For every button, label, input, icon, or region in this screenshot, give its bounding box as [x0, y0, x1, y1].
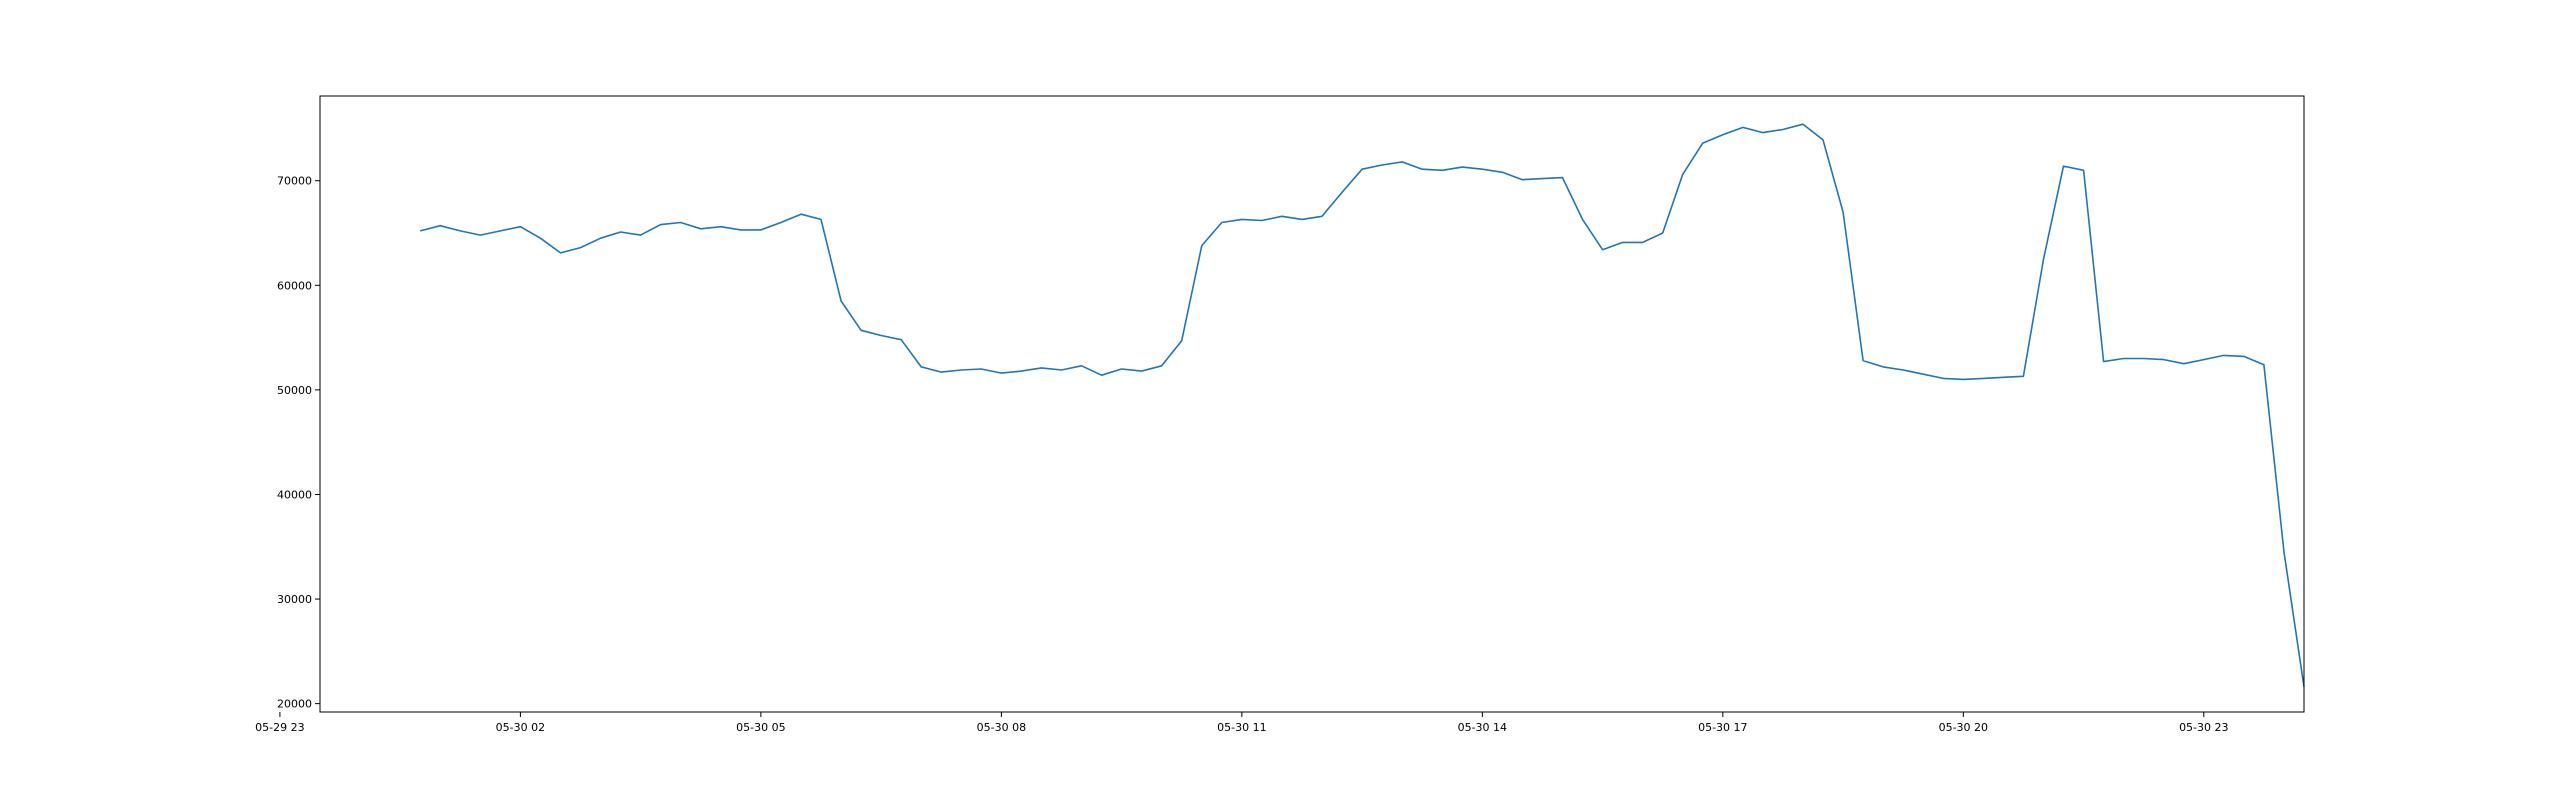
- x-tick-label: 05-30 08: [977, 721, 1026, 734]
- x-tick-label: 05-30 23: [2179, 721, 2228, 734]
- y-tick-label: 30000: [277, 593, 312, 606]
- y-tick-label: 40000: [277, 488, 312, 501]
- series-layer: [419, 123, 2305, 688]
- x-tick-label: 05-30 17: [1698, 721, 1747, 734]
- plot-frame: [319, 95, 2305, 713]
- y-tick-label: 20000: [277, 698, 312, 711]
- x-axis: 05-29 23 05-30 02 05-30 05 05-30 08 05-30 11…: [255, 712, 2229, 734]
- x-tick-label: 05-30 02: [496, 721, 545, 734]
- y-tick-label: 60000: [277, 279, 312, 292]
- y-tick-label: 50000: [277, 384, 312, 397]
- x-tick-label: 05-30 14: [1458, 721, 1507, 734]
- y-tick-label: 70000: [277, 175, 312, 188]
- x-tick-label: 05-30 11: [1217, 721, 1266, 734]
- x-tick-label: 05-30 05: [736, 721, 785, 734]
- y-axis: 20000 30000 40000 50000 60000 70000: [277, 175, 320, 711]
- x-tick-label: 05-30 20: [1939, 721, 1988, 734]
- x-tick-label: 05-29 23: [255, 721, 304, 734]
